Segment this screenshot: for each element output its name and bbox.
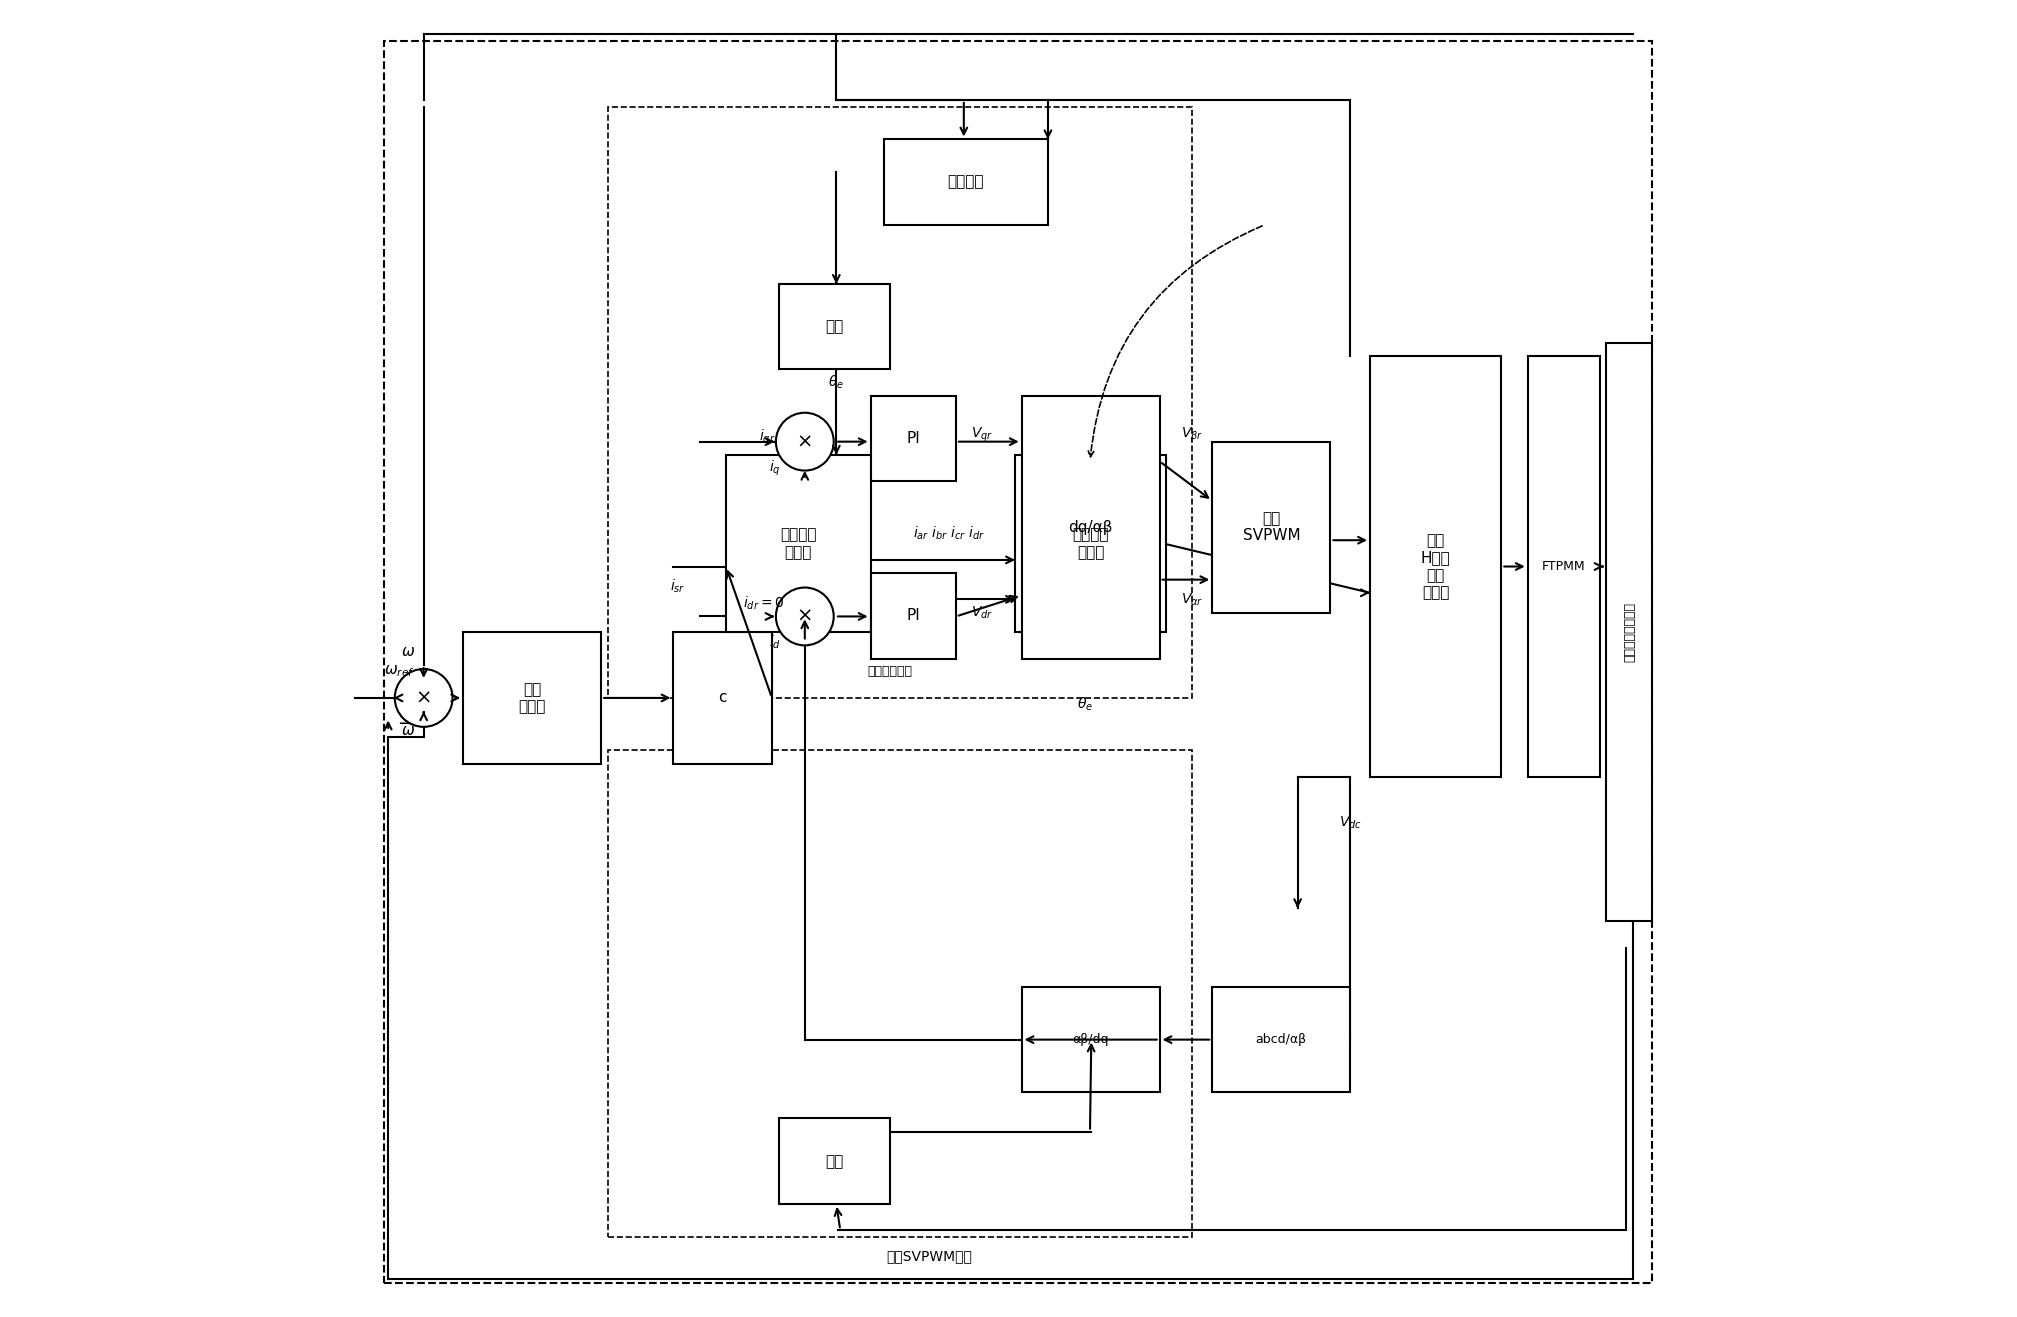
Text: $V_{\alpha r}$: $V_{\alpha r}$ bbox=[1182, 591, 1204, 607]
Text: 故障诊断: 故障诊断 bbox=[948, 175, 984, 190]
FancyBboxPatch shape bbox=[464, 632, 601, 764]
Circle shape bbox=[777, 587, 833, 645]
Text: $-$: $-$ bbox=[397, 712, 413, 731]
FancyBboxPatch shape bbox=[1023, 395, 1160, 658]
Text: 四个
H全桥
电压
逆变器: 四个 H全桥 电压 逆变器 bbox=[1420, 533, 1450, 601]
Text: $\omega$: $\omega$ bbox=[401, 644, 416, 660]
Circle shape bbox=[777, 412, 833, 470]
Text: $V_{qr}$: $V_{qr}$ bbox=[970, 425, 992, 444]
Text: PI: PI bbox=[906, 431, 920, 446]
FancyBboxPatch shape bbox=[871, 395, 956, 481]
Text: 容错转矩
控制器: 容错转矩 控制器 bbox=[781, 527, 817, 560]
Text: 四相
SVPWM: 四相 SVPWM bbox=[1242, 511, 1301, 544]
Circle shape bbox=[395, 669, 452, 727]
Text: $V_{dc}$: $V_{dc}$ bbox=[1339, 815, 1361, 831]
Text: $i_d$: $i_d$ bbox=[768, 633, 781, 652]
FancyBboxPatch shape bbox=[1606, 344, 1652, 922]
Text: $i_{sr}$: $i_{sr}$ bbox=[670, 578, 686, 595]
Text: 积分: 积分 bbox=[825, 1154, 843, 1168]
FancyBboxPatch shape bbox=[1212, 986, 1349, 1092]
Text: $V_{\beta r}$: $V_{\beta r}$ bbox=[1182, 425, 1204, 444]
FancyBboxPatch shape bbox=[726, 454, 871, 632]
Text: $i_{dr}=0$: $i_{dr}=0$ bbox=[742, 594, 785, 612]
Text: 磁场与位置传感器: 磁场与位置传感器 bbox=[1624, 602, 1636, 662]
FancyBboxPatch shape bbox=[779, 1118, 889, 1204]
Text: abcd/αβ: abcd/αβ bbox=[1257, 1033, 1307, 1046]
FancyBboxPatch shape bbox=[1015, 454, 1166, 632]
Text: αβ/dq: αβ/dq bbox=[1073, 1033, 1109, 1046]
Text: ×: × bbox=[416, 689, 432, 707]
Text: ×: × bbox=[797, 607, 813, 626]
Text: 积分: 积分 bbox=[825, 319, 843, 335]
Text: 四相SVPWM控制: 四相SVPWM控制 bbox=[887, 1250, 972, 1263]
Text: $\omega$: $\omega$ bbox=[401, 723, 416, 739]
FancyBboxPatch shape bbox=[1023, 986, 1160, 1092]
Text: $i_{qr}$: $i_{qr}$ bbox=[758, 428, 775, 448]
FancyBboxPatch shape bbox=[1527, 356, 1599, 777]
Text: $\theta_e$: $\theta_e$ bbox=[1077, 695, 1093, 714]
Text: PI: PI bbox=[906, 608, 920, 623]
Text: $i_{ar}\ i_{br}\ i_{cr}\ i_{dr}$: $i_{ar}\ i_{br}\ i_{cr}\ i_{dr}$ bbox=[914, 525, 986, 543]
FancyBboxPatch shape bbox=[883, 140, 1049, 225]
Text: 电流滞环
比较器: 电流滞环 比较器 bbox=[1073, 527, 1109, 560]
Text: dq/αβ: dq/αβ bbox=[1069, 520, 1113, 535]
FancyBboxPatch shape bbox=[871, 573, 956, 658]
Text: FTPMM: FTPMM bbox=[1541, 560, 1585, 573]
Text: $i_q$: $i_q$ bbox=[768, 458, 781, 478]
FancyBboxPatch shape bbox=[674, 632, 773, 764]
Text: 容错转矩控制: 容错转矩控制 bbox=[867, 665, 914, 678]
Text: $\omega_{ref}$: $\omega_{ref}$ bbox=[385, 664, 416, 680]
Text: 速度
控制器: 速度 控制器 bbox=[518, 682, 547, 714]
Text: $\theta_e$: $\theta_e$ bbox=[829, 374, 845, 391]
FancyBboxPatch shape bbox=[1370, 356, 1501, 777]
Text: c: c bbox=[718, 690, 726, 706]
FancyBboxPatch shape bbox=[779, 284, 889, 369]
Text: ×: × bbox=[797, 432, 813, 452]
FancyBboxPatch shape bbox=[1212, 441, 1331, 612]
Text: $V_{dr}$: $V_{dr}$ bbox=[970, 605, 992, 620]
